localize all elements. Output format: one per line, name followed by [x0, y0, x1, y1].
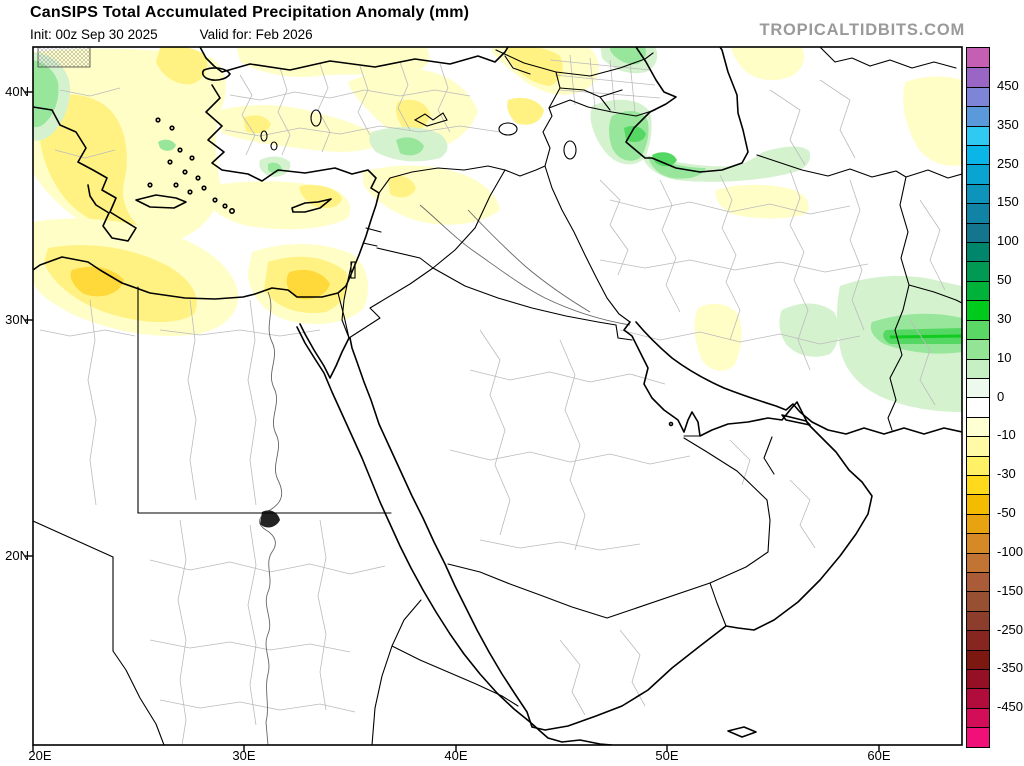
- lon-label-60e: 60E: [867, 748, 891, 763]
- colorbar-tick-label: 150: [997, 194, 1019, 210]
- colorbar-segment: [967, 280, 989, 301]
- colorbar-tick-label: 0: [997, 388, 1005, 404]
- lon-label-30e: 30E: [232, 748, 256, 763]
- colorbar-segment: [967, 436, 989, 456]
- country-borders-layer: [33, 47, 962, 745]
- colorbar-segment: [967, 106, 989, 126]
- colorbar-tick-label: -30: [997, 466, 1016, 482]
- colorbar-segment: [967, 455, 989, 475]
- colorbar-segment: [967, 222, 989, 243]
- colorbar-tick-label: 250: [997, 155, 1019, 171]
- colorbar-segment: [967, 358, 989, 378]
- colorbar-segment: [967, 552, 989, 572]
- map-frame: [32, 46, 963, 746]
- colorbar-segment: [967, 494, 989, 514]
- axis-ticks: [25, 91, 880, 752]
- run-info: Init: 00z Sep 30 2025 Valid for: Feb 2026: [30, 27, 313, 42]
- colorbar-tick-label: 30: [997, 310, 1012, 326]
- lat-label-40n: 40N: [5, 84, 29, 99]
- page-title: CanSIPS Total Accumulated Precipitation …: [30, 4, 470, 21]
- colorbar-segment: [967, 571, 989, 592]
- colorbar-segment: [967, 183, 989, 204]
- lat-label-20n: 20N: [5, 548, 29, 563]
- colorbar-tick-label: -450: [997, 699, 1024, 715]
- colorbar-segment: [967, 688, 989, 708]
- colorbar-segment: [967, 416, 989, 437]
- admin-borders-layer: [39, 54, 946, 745]
- colorbar-segment: [967, 125, 989, 146]
- colorbar-tick-label: -250: [997, 621, 1024, 637]
- colorbar-segment: [967, 610, 989, 631]
- colorbar-segment: [967, 48, 989, 68]
- colorbar-tick-label: -50: [997, 505, 1016, 520]
- colorbar-segment: [967, 67, 989, 87]
- colorbar-tick-label: 100: [997, 233, 1019, 249]
- colorbar-segment: [967, 669, 989, 689]
- colorbar-tick-label: -10: [997, 427, 1016, 443]
- colorbar-segment: [967, 86, 989, 107]
- colorbar-segment: [967, 339, 989, 359]
- colorbar-tick-label: 350: [997, 116, 1019, 132]
- terrain-hatch: [37, 47, 91, 68]
- colorbar-segment: [967, 397, 989, 417]
- colorbar-segment: [967, 591, 989, 611]
- lon-label-50e: 50E: [655, 748, 679, 763]
- colorbar-segment: [967, 727, 989, 747]
- lakes-layer: [260, 109, 577, 279]
- colorbar-tick-label: 10: [997, 349, 1012, 365]
- lon-label-20e: 20E: [28, 748, 52, 763]
- lon-label-40e: 40E: [444, 748, 468, 763]
- colorbar-tick-label: 450: [997, 77, 1019, 93]
- colorbar-segment: [967, 707, 989, 728]
- colorbar-bar: [966, 47, 990, 748]
- colorbar-segment: [967, 203, 989, 223]
- colorbar-segment: [967, 533, 989, 553]
- coastlines-layer: [33, 47, 962, 745]
- colorbar-segment: [967, 261, 989, 281]
- colorbar-segment: [967, 630, 989, 650]
- colorbar-tick-label: -100: [997, 543, 1024, 559]
- colorbar-segment: [967, 513, 989, 534]
- colorbar-segment: [967, 300, 989, 320]
- colorbar-segment: [967, 164, 989, 184]
- lat-label-30n: 30N: [5, 312, 29, 327]
- colorbar-segment: [967, 377, 989, 398]
- colorbar-tick-label: -150: [997, 582, 1024, 598]
- colorbar-segment: [967, 649, 989, 669]
- site-watermark: TROPICALTIDBITS.COM: [759, 21, 965, 39]
- rivers-layer: [259, 204, 631, 745]
- colorbar-segment: [967, 242, 989, 262]
- colorbar-segment: [967, 319, 989, 340]
- init-time-label: Init: 00z Sep 30 2025: [30, 27, 158, 42]
- colorbar-tick-label: 50: [997, 272, 1012, 287]
- lake-nasser: [260, 510, 280, 528]
- valid-time-label: Valid for: Feb 2026: [199, 27, 313, 42]
- colorbar-segment: [967, 145, 989, 165]
- colorbar: 450 350 250 150 100 50 30 10 0 -10 -30 -50 -100 -150-…: [966, 47, 1023, 748]
- colorbar-tick-label: -350: [997, 660, 1024, 676]
- colorbar-segment: [967, 474, 989, 495]
